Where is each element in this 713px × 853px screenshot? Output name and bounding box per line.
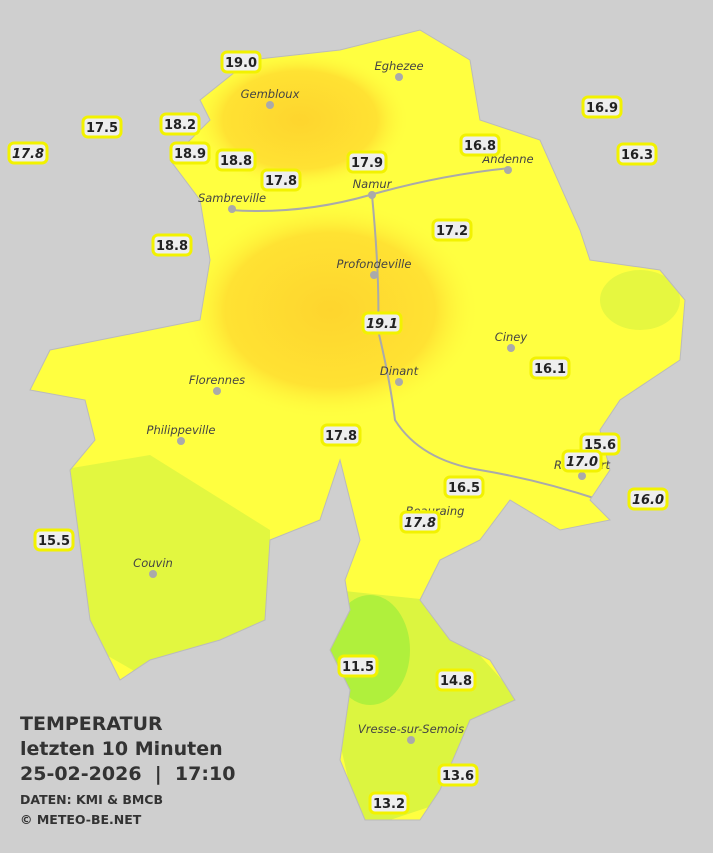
city-label: Eghezee — [374, 59, 423, 73]
station-value: 17.5 — [86, 121, 118, 136]
station-box — [437, 763, 479, 787]
station-value: 16.8 — [464, 139, 496, 154]
station-value: 13.2 — [373, 797, 405, 812]
station-value: 17.8 — [12, 147, 44, 162]
station-box — [220, 50, 262, 74]
station-box — [616, 142, 658, 166]
city-label: Couvin — [133, 556, 173, 570]
station-box — [529, 356, 571, 380]
station-value: 13.6 — [442, 769, 474, 784]
city-label: Philippeville — [147, 423, 216, 437]
city-dot — [507, 344, 515, 352]
station-box — [459, 133, 501, 157]
station-value: 18.9 — [174, 147, 206, 162]
station-value: 17.0 — [566, 455, 598, 470]
city-label: Ciney — [495, 330, 528, 344]
legend-title: TEMPERATUR — [20, 713, 163, 735]
legend-period: letzten 10 Minuten — [20, 738, 223, 760]
city-dot — [578, 472, 586, 480]
station-value: 18.8 — [220, 154, 252, 169]
station-box — [7, 141, 49, 165]
legend-source: DATEN: KMI & BMCB — [20, 792, 163, 807]
city-label: Gembloux — [241, 87, 300, 101]
station-box — [581, 95, 623, 119]
station-value: 11.5 — [342, 660, 374, 675]
station-value: 17.2 — [436, 224, 468, 239]
city-label: Namur — [353, 177, 393, 191]
station-box — [368, 791, 410, 815]
station-value: 15.6 — [584, 438, 616, 453]
city-dot — [395, 73, 403, 81]
station-value: 16.1 — [534, 362, 566, 377]
station-value: 18.8 — [156, 239, 188, 254]
legend-copyright: © METEO-BE.NET — [20, 812, 142, 827]
station-box — [337, 654, 379, 678]
station-box — [81, 115, 123, 139]
station-value: 19.1 — [366, 317, 398, 332]
city-label: Profondeville — [337, 257, 412, 271]
city-label: Vresse-sur-Semois — [358, 722, 464, 736]
station-box — [320, 423, 362, 447]
station-value: 17.8 — [265, 174, 297, 189]
station-box — [361, 311, 403, 335]
station-box — [431, 218, 473, 242]
station-value: 16.9 — [586, 101, 618, 116]
city-dot — [395, 378, 403, 386]
station-value: 19.0 — [225, 56, 257, 71]
station-value: 15.5 — [38, 534, 70, 549]
station-value: 17.9 — [351, 156, 383, 171]
station-box — [561, 449, 603, 473]
station-box — [435, 668, 477, 692]
city-label: Sambreville — [198, 191, 266, 205]
city-dot — [177, 437, 185, 445]
station-box — [215, 148, 257, 172]
city-dot — [504, 166, 512, 174]
city-dot — [266, 101, 274, 109]
city-dot — [370, 271, 378, 279]
city-label: Florennes — [189, 373, 245, 387]
station-box — [260, 168, 302, 192]
city-dot — [407, 736, 415, 744]
city-label: Dinant — [380, 364, 419, 378]
city-dot — [213, 387, 221, 395]
station-box — [169, 141, 211, 165]
station-box — [627, 487, 669, 511]
city-dot — [149, 570, 157, 578]
legend-timestamp: 25-02-2026 | 17:10 — [20, 763, 235, 785]
station-value: 17.8 — [325, 429, 357, 444]
station-box — [443, 475, 485, 499]
city-dot — [228, 205, 236, 213]
station-box — [33, 528, 75, 552]
station-box — [346, 150, 388, 174]
station-value: 14.8 — [440, 674, 472, 689]
station-box — [399, 510, 441, 534]
station-box — [151, 233, 193, 257]
station-value: 18.2 — [164, 118, 196, 133]
station-box — [159, 112, 201, 136]
city-dot — [368, 191, 376, 199]
station-value: 16.0 — [632, 493, 664, 508]
station-value: 16.3 — [621, 148, 653, 163]
station-value: 17.8 — [404, 516, 436, 531]
station-value: 16.5 — [448, 481, 480, 496]
